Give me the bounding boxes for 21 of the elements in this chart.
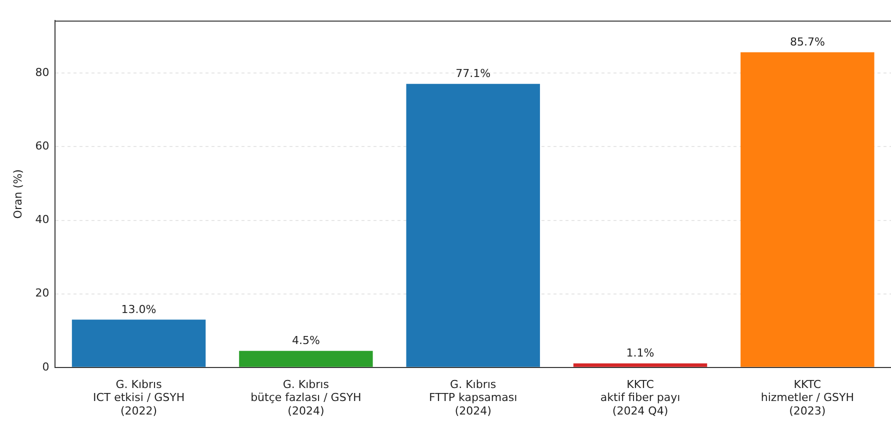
- y-axis-title: Oran (%): [11, 169, 24, 219]
- x-tick-label: G. Kıbrıs FTTP kapsaması (2024): [429, 378, 518, 418]
- x-tick-label: KKTC hizmetler / GSYH (2023): [760, 378, 854, 418]
- x-tick-label: G. Kıbrıs bütçe fazlası / GSYH (2024): [250, 378, 362, 418]
- bar: [740, 52, 874, 367]
- y-tick-label: 60: [35, 140, 50, 153]
- y-tick-label: 40: [35, 213, 50, 226]
- bar: [406, 84, 540, 367]
- data-label: 1.1%: [626, 346, 654, 360]
- bar: [573, 363, 708, 367]
- data-label: 13.0%: [121, 302, 156, 316]
- x-tick-label: KKTC aktif fiber payı (2024 Q4): [600, 378, 680, 418]
- bar: [239, 350, 373, 367]
- y-tick-label: 0: [42, 360, 50, 374]
- data-label: 85.7%: [790, 36, 825, 49]
- y-tick-label: 80: [35, 66, 50, 80]
- x-tick-label: G. Kıbrıs ICT etkisi / GSYH (2022): [92, 378, 185, 418]
- y-tick-label: 20: [35, 286, 50, 300]
- bar: [72, 320, 206, 367]
- data-label: 77.1%: [456, 67, 491, 80]
- data-label: 4.5%: [292, 334, 320, 348]
